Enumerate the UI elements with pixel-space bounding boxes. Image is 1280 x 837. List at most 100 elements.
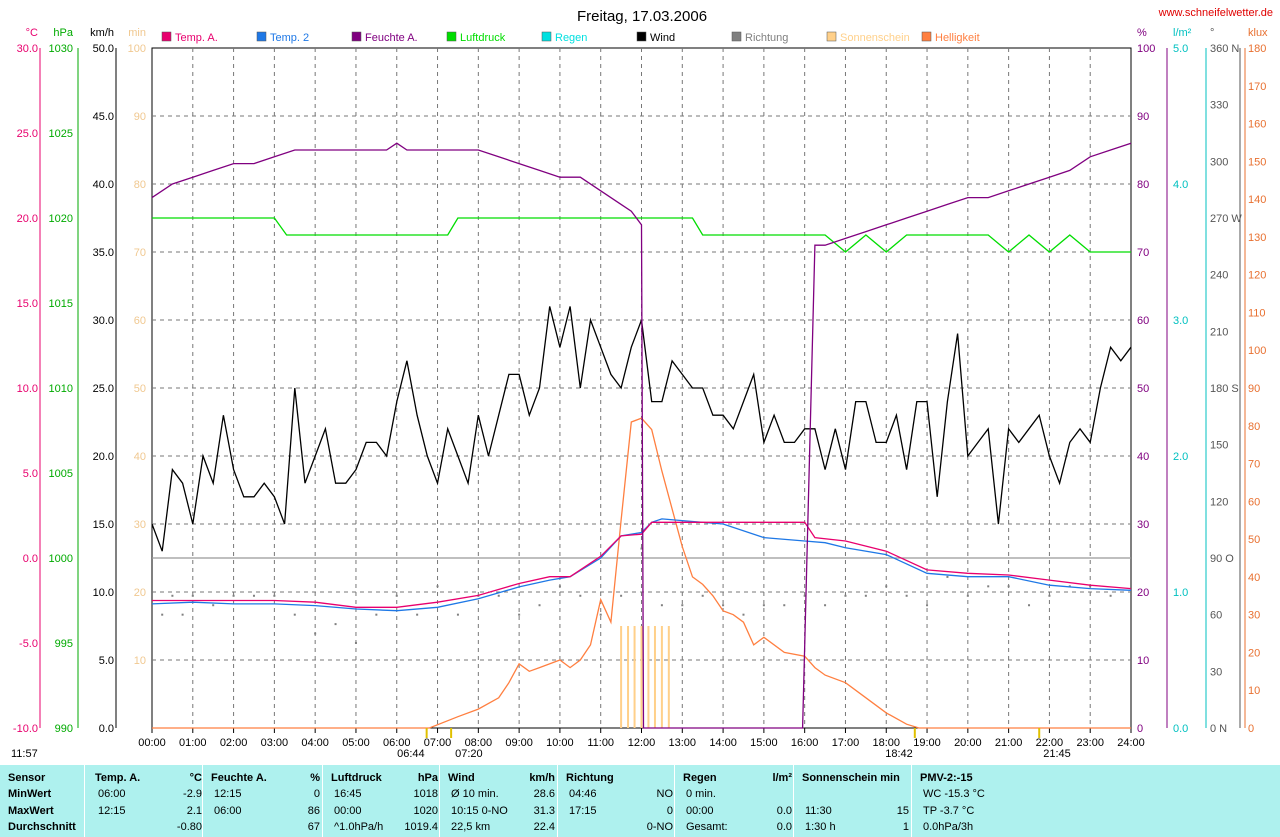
x-tick-label: 18:00: [872, 737, 900, 749]
x-tick-label: 11:00: [587, 737, 614, 749]
row-label: Sensor: [8, 772, 46, 784]
y-tick-label: 40: [1248, 572, 1260, 584]
group-header: Richtung: [566, 772, 614, 784]
y-tick-label: 60: [134, 315, 146, 327]
direction-point: [252, 594, 255, 597]
group-header: Feuchte A.: [211, 772, 267, 784]
legend-item: Sonnenschein: [826, 31, 910, 44]
axis-unit-label: l/m²: [1173, 27, 1192, 39]
y-tick-label: 35.0: [93, 247, 114, 259]
x-tick-label: 19:00: [913, 737, 941, 749]
direction-point: [293, 613, 296, 616]
y-tick-label: 150: [1210, 440, 1228, 452]
table-cell-value: 0: [666, 805, 673, 817]
group-unit: %: [310, 772, 320, 784]
y-tick-label: 110: [1248, 307, 1266, 319]
y-tick-label: 1015: [49, 298, 73, 310]
table-cell-value: -0.80: [176, 821, 202, 833]
series-feuchte-a-: [151, 142, 1132, 729]
x-tick-label: 05:00: [342, 737, 370, 749]
y-tick-label: 15.0: [93, 519, 114, 531]
legend-item: Luftdruck: [446, 31, 506, 44]
direction-point: [416, 613, 419, 616]
y-tick-label: 2.0: [1173, 451, 1188, 463]
table-cell-value: 1019.4: [404, 821, 438, 833]
group-unit: hPa: [417, 772, 438, 784]
y-tick-label: 240: [1210, 270, 1228, 282]
table-cell-label: 0 min.: [686, 788, 716, 800]
y-tick-label: 70: [1137, 247, 1149, 259]
axis-unit-label: °: [1210, 27, 1214, 39]
y-tick-label: 1010: [49, 383, 73, 395]
sun-event-label: 18:42: [885, 748, 913, 760]
y-tick-label: 0: [1248, 723, 1254, 735]
x-tick-label: 13:00: [669, 737, 697, 749]
direction-point: [926, 604, 929, 607]
direction-point: [1028, 604, 1031, 607]
direction-point: [191, 594, 194, 597]
series-group: [151, 142, 1132, 729]
direction-point: [905, 594, 908, 597]
y-tick-label: 1.0: [1173, 587, 1188, 599]
x-tick-label: 06:00: [383, 737, 411, 749]
y-tick-label: 1005: [49, 468, 73, 480]
table-cell-value: 67: [307, 821, 320, 833]
y-tick-label: 150: [1248, 156, 1266, 168]
x-tick-label: 07:00: [424, 737, 452, 749]
x-tick-label: 21:00: [995, 737, 1023, 749]
y-tick-label: 70: [134, 247, 146, 259]
direction-point: [660, 604, 663, 607]
y-tick-label: 1020: [49, 213, 73, 225]
x-tick-label: 08:00: [465, 737, 493, 749]
direction-point: [314, 632, 317, 635]
table-cell-label: 12:15: [214, 788, 242, 800]
series-line: [152, 417, 1131, 729]
legend-label: Temp. 2: [270, 32, 309, 44]
sun-event-label: 07:20: [455, 748, 483, 760]
direction-point: [558, 585, 561, 588]
row-label: Durchschnitt: [8, 821, 76, 833]
y-tick-label: 100: [1248, 345, 1266, 357]
direction-point: [1007, 585, 1010, 588]
series-sonnenschein: [620, 626, 670, 728]
legend-item: Wind: [636, 31, 675, 44]
series-luftdruck: [152, 217, 1131, 253]
table-cell-value: 0: [313, 788, 320, 800]
y-tick-label: 50: [134, 383, 146, 395]
x-tick-label: 12:00: [628, 737, 656, 749]
column-separator: [674, 765, 675, 837]
y-tick-label: 60: [1210, 610, 1222, 622]
legend-swatch: [541, 31, 552, 42]
table-cell-value: NO: [656, 788, 674, 800]
axes: 00:00 01:00 02:00 03:00 04:00 05:00 06:00 07:00…: [13, 27, 1268, 749]
y-tick-label: 70: [1248, 459, 1260, 471]
table-cell-value: 0.0: [776, 805, 792, 817]
axis-unit-label: min: [128, 27, 146, 39]
table-cell-value: 0.0: [776, 821, 792, 833]
y-tick-label: 30.0: [93, 315, 114, 327]
y-tick-label: 10: [134, 655, 146, 667]
column-separator: [322, 765, 323, 837]
y-tick-label: 990: [55, 723, 73, 735]
y-tick-label: 45.0: [93, 111, 114, 123]
direction-point: [681, 604, 684, 607]
y-tick-label: 1025: [49, 128, 73, 140]
y-tick-label: 330: [1210, 100, 1228, 112]
y-tick-label: 180 S: [1210, 383, 1239, 395]
y-tick-label: 50.0: [93, 43, 114, 55]
table-cell-label: 12:15: [98, 805, 126, 817]
y-tick-label: 360 N: [1210, 43, 1239, 55]
x-tick-label: 22:00: [1036, 737, 1064, 749]
table-cell-value: 31.3: [533, 805, 555, 817]
table-cell-label: 06:00: [214, 805, 242, 817]
series-line: [152, 521, 1132, 608]
table-cell-label: 00:00: [686, 805, 714, 817]
y-tick-label: 30: [134, 519, 146, 531]
y-tick-label: 270 W: [1210, 213, 1242, 225]
y-tick-label: 50: [1137, 383, 1149, 395]
chart-title: Freitag, 17.03.2006: [577, 8, 707, 25]
column-separator: [793, 765, 794, 837]
y-tick-label: 25.0: [93, 383, 114, 395]
y-tick-label: 30: [1137, 519, 1149, 531]
x-tick-label: 01:00: [179, 737, 207, 749]
